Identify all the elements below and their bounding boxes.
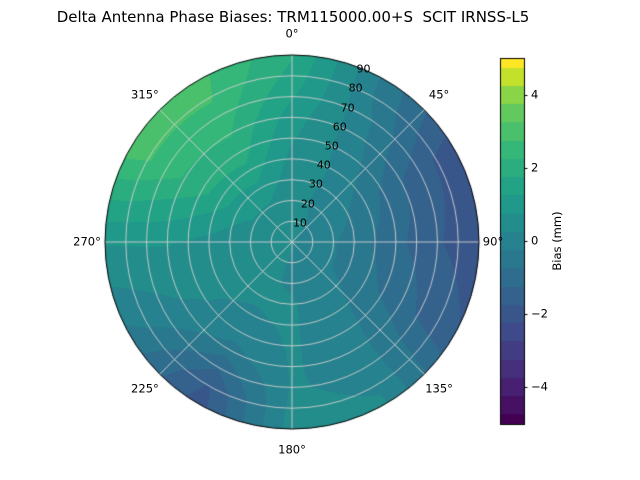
radial-tick-label: 70 xyxy=(340,101,355,115)
colorbar-tick-label: −4 xyxy=(531,379,548,394)
chart-title: Delta Antenna Phase Biases: TRM115000.00… xyxy=(56,8,530,26)
angular-tick-label: 0° xyxy=(285,26,299,41)
radial-tick-label: 40 xyxy=(316,158,331,172)
radial-tick-label: 50 xyxy=(324,139,339,153)
colorbar-tick-label: −2 xyxy=(531,306,548,321)
angular-tick-label: 45° xyxy=(428,87,450,102)
colorbar-tick-label: 4 xyxy=(531,86,539,101)
angular-tick-label: 90° xyxy=(482,234,504,249)
radial-tick-label: 30 xyxy=(308,177,323,191)
colorbar-tick-label: 2 xyxy=(531,160,539,175)
angular-tick-label: 315° xyxy=(131,87,159,102)
radial-tick-label: 10 xyxy=(292,216,307,230)
angular-tick-label: 180° xyxy=(278,442,306,457)
colorbar-label: Bias (mm) xyxy=(550,211,564,271)
radial-tick-label: 20 xyxy=(300,197,315,211)
radial-tick-label: 90 xyxy=(356,62,371,76)
angular-tick-label: 135° xyxy=(425,381,453,396)
radial-tick-label: 80 xyxy=(348,81,363,95)
angular-tick-label: 270° xyxy=(73,234,101,249)
angular-tick-label: 225° xyxy=(131,381,159,396)
radial-tick-label: 60 xyxy=(332,120,347,134)
colorbar-tick-label: 0 xyxy=(531,233,539,248)
